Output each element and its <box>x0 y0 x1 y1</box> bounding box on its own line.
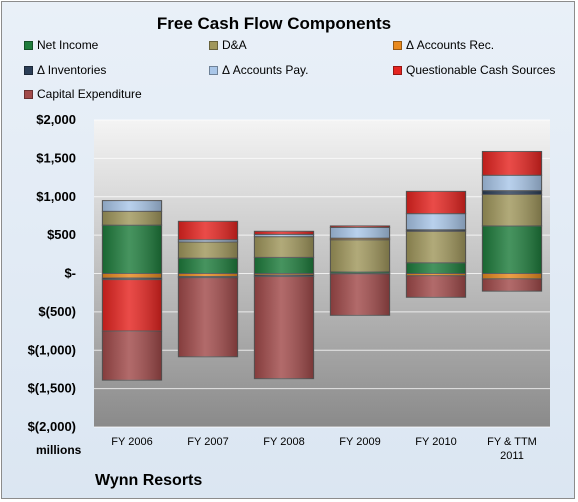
bar-segment-shading <box>102 278 162 280</box>
bar-segment-shading <box>102 200 162 212</box>
legend-label: Δ Accounts Rec. <box>406 38 495 52</box>
y-tick-label: $(2,000) <box>28 419 76 434</box>
bar-segment-shading <box>330 227 390 239</box>
y-tick-label: $- <box>64 266 76 281</box>
x-tick-labels: FY 2006 FY 2007 FY 2008 FY 2009 FY 2010 FY & … <box>111 436 537 462</box>
x-tick-label: FY 2006 <box>111 436 152 448</box>
x-tick-label: FY 2009 <box>339 436 380 448</box>
bar-segment-shading <box>102 279 162 332</box>
legend-swatch-accounts-pay <box>209 66 218 75</box>
y-tick-label: $1,500 <box>36 150 76 165</box>
legend-swatch-da <box>209 41 218 50</box>
x-tick-label: FY 2010 <box>415 436 456 448</box>
bar-segment-shading <box>330 225 390 228</box>
bar-segment-shading <box>254 273 314 276</box>
x-tick-label: FY 2007 <box>187 436 228 448</box>
bar-segment-shading <box>482 151 542 176</box>
bar-segment-shading <box>102 331 162 381</box>
company-name: Wynn Resorts <box>95 472 203 489</box>
legend-item-capital-expenditure: Capital Expenditure <box>24 86 142 102</box>
y-tick-label: $(1,000) <box>28 342 76 357</box>
bar-segment-shading <box>482 175 542 191</box>
y-tick-label: $2,000 <box>36 112 76 127</box>
legend-item-questionable-cash: Questionable Cash Sources <box>393 62 555 78</box>
x-tick-label: FY & TTM 2011 <box>487 436 537 462</box>
bar-segment-shading <box>178 242 238 259</box>
legend-swatch-capital-expenditure <box>24 90 33 99</box>
bar-segment-shading <box>254 257 314 274</box>
bar-segment-shading <box>178 258 238 274</box>
bar-segment-shading <box>330 238 390 240</box>
legend-item-net-income: Net Income <box>24 37 98 53</box>
bar-segment-shading <box>482 190 542 195</box>
legend-label: D&A <box>222 38 247 52</box>
bar-segment-shading <box>330 273 390 316</box>
bar-segment-shading <box>406 275 466 298</box>
legend-item-inventories: Δ Inventories <box>24 62 106 78</box>
legend-label: Δ Accounts Pay. <box>222 63 309 77</box>
bar-segment-shading <box>178 273 238 277</box>
bar-segment-shading <box>178 277 238 357</box>
bar-segment-shading <box>482 194 542 226</box>
bar-segment-shading <box>482 273 542 279</box>
bar-segment-shading <box>178 239 238 243</box>
y-tick-label: $(500) <box>38 304 76 319</box>
y-tick-label: $(1,500) <box>28 381 76 396</box>
legend-swatch-questionable-cash <box>393 66 402 75</box>
bar-segment-shading <box>254 231 314 235</box>
bar-segment-shading <box>178 221 238 240</box>
bar-segment-shading <box>406 231 466 263</box>
legend-item-da: D&A <box>209 37 247 53</box>
bar-segment-shading <box>254 234 314 237</box>
bar-segment-shading <box>102 273 162 279</box>
y-tick-labels: $2,000 $1,500 $1,000 $500 $- $(500) $(1,000) $(… <box>28 112 76 434</box>
legend-item-accounts-pay: Δ Accounts Pay. <box>209 62 309 78</box>
chart-title: Free Cash Flow Components <box>156 14 392 33</box>
bar-segment-shading <box>406 262 466 274</box>
bar-segment-shading <box>406 191 466 214</box>
legend-item-accounts-rec: Δ Accounts Rec. <box>393 37 494 53</box>
legend-label: Questionable Cash Sources <box>406 63 556 77</box>
bar-segment-shading <box>102 211 162 226</box>
x-tick-label: FY 2008 <box>263 436 304 448</box>
bar-segment-shading <box>254 276 314 379</box>
bar-segment-shading <box>254 236 314 258</box>
legend-label: Net Income <box>37 38 99 52</box>
bar-segment-shading <box>178 276 238 278</box>
y-tick-label: $1,000 <box>36 189 76 204</box>
legend-swatch-net-income <box>24 41 33 50</box>
bar-segment-shading <box>254 275 314 277</box>
bar-segment-shading <box>102 225 162 274</box>
bar-segment-shading <box>330 271 390 274</box>
y-tick-label: $500 <box>47 227 76 242</box>
bar-segment-shading <box>406 273 466 276</box>
legend-label: Capital Expenditure <box>37 87 142 101</box>
legend-swatch-accounts-rec <box>393 41 402 50</box>
unit-label: millions <box>36 443 82 457</box>
bars <box>101 150 543 381</box>
gridlines <box>94 119 550 428</box>
bar-segment-shading <box>482 225 542 274</box>
legend-swatch-inventories <box>24 66 33 75</box>
bar-segment-shading <box>482 278 542 292</box>
legend-label: Δ Inventories <box>37 63 107 77</box>
bar-segment-shading <box>406 213 466 230</box>
bar-segment-shading <box>330 239 390 272</box>
bar-segment-shading <box>406 229 466 232</box>
